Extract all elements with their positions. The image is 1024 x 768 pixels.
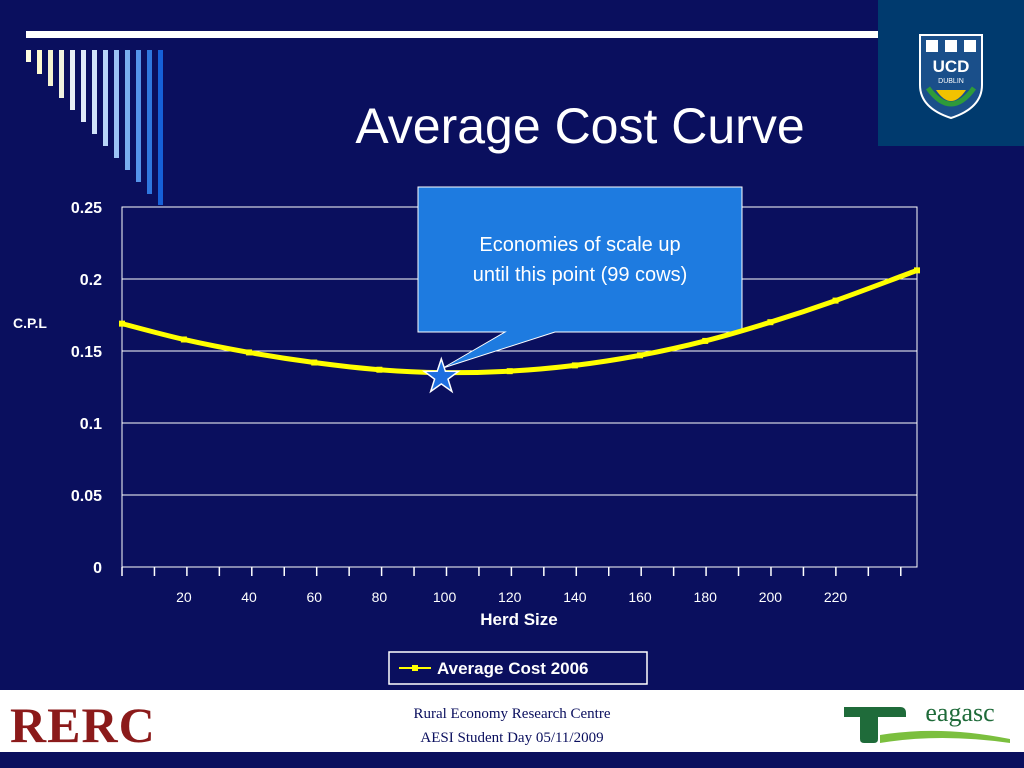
legend-swatch-marker: [412, 665, 418, 671]
x-tick-label: 80: [372, 589, 388, 605]
x-tick-label: 180: [694, 589, 718, 605]
data-point: [832, 297, 839, 304]
data-point: [767, 319, 774, 326]
stripe: [92, 50, 97, 134]
stripe: [37, 50, 42, 74]
x-axis-label: Herd Size: [480, 610, 557, 629]
average-cost-chart: 0 0.05 0.1 0.15 0.2 0.25 20 40 60 80 100 120 140 160 1…: [13, 186, 920, 685]
footer-line-1: Rural Economy Research Centre: [413, 706, 611, 722]
data-point: [702, 337, 709, 344]
stripe: [114, 50, 119, 158]
ucd-logo: UCD DUBLIN: [878, 0, 1024, 146]
svg-text:DUBLIN: DUBLIN: [938, 78, 964, 85]
stripe: [48, 50, 53, 86]
x-tick-label: 220: [824, 589, 848, 605]
svg-text:UCD: UCD: [933, 57, 970, 76]
stripe: [136, 50, 141, 182]
stripe: [158, 50, 163, 205]
stripe: [147, 50, 152, 194]
data-point: [246, 349, 253, 356]
data-point: [376, 366, 383, 373]
legend-label: Average Cost 2006: [437, 659, 589, 678]
callout-bubble: [417, 186, 743, 369]
x-tick-label: 160: [628, 589, 652, 605]
star-marker-icon: [421, 356, 461, 394]
stripe: [70, 50, 75, 110]
teagasc-logo-text: eagasc: [925, 698, 994, 727]
data-point: [311, 359, 318, 366]
stripe: [81, 50, 86, 122]
callout-text: Economies of scale up until this point (…: [420, 230, 740, 290]
data-point: [180, 336, 187, 343]
x-tick-label: 100: [433, 589, 457, 605]
teagasc-logo: eagasc: [844, 698, 1010, 743]
decorative-stripes: [26, 50, 176, 210]
y-tick-label: 0.2: [80, 272, 102, 289]
slide-title: Average Cost Curve: [355, 98, 805, 154]
stripe: [59, 50, 64, 98]
stripe: [26, 50, 31, 62]
stripe: [125, 50, 130, 170]
ucd-crest-icon: UCD DUBLIN: [919, 34, 983, 120]
legend-box: [388, 651, 648, 685]
rerc-logo: RERC: [10, 697, 156, 753]
data-point: [571, 362, 578, 369]
top-rule: [26, 31, 878, 38]
x-tick-label: 40: [241, 589, 257, 605]
data-point: [914, 267, 920, 274]
x-tick-label: 200: [759, 589, 783, 605]
data-point: [119, 320, 125, 327]
y-tick-label: 0.15: [71, 344, 102, 361]
x-tick-label: 140: [563, 589, 587, 605]
callout-line-2: until this point (99 cows): [472, 264, 688, 286]
y-tick-label: 0: [93, 560, 102, 577]
data-point: [637, 352, 644, 359]
footer: RERC Rural Economy Research Centre AESI …: [0, 690, 1024, 752]
y-axis-label: C.P.L: [13, 315, 47, 331]
footer-rule: [0, 752, 178, 754]
stripe: [103, 50, 108, 146]
callout-line-1: Economies of scale up: [479, 234, 681, 256]
x-tick-label: 120: [498, 589, 522, 605]
y-tick-label: 0.05: [71, 488, 102, 505]
x-tick-label: 60: [306, 589, 322, 605]
footer-line-2: AESI Student Day 05/11/2009: [420, 730, 604, 746]
y-tick-label: 0.1: [80, 416, 102, 433]
x-tick-label: 20: [176, 589, 192, 605]
data-point: [506, 368, 513, 375]
y-tick-label: 0.25: [71, 200, 102, 217]
